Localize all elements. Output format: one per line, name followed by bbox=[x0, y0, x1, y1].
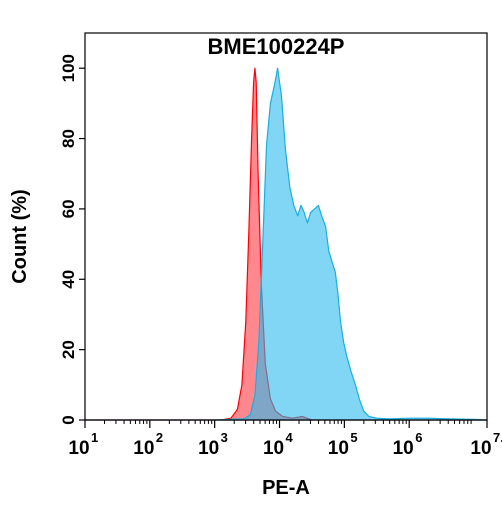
x-tick-exponent: 5 bbox=[350, 430, 357, 445]
x-tick-label: 10 bbox=[328, 438, 349, 459]
x-tick-label: 10 bbox=[470, 438, 491, 459]
y-tick-label: 60 bbox=[59, 199, 78, 218]
histogram-series-2 bbox=[84, 67, 488, 421]
y-tick-label: 0 bbox=[59, 415, 78, 424]
x-tick-label: 10 bbox=[133, 438, 154, 459]
y-axis-label: Count (%) bbox=[9, 189, 31, 283]
x-tick-label: 10 bbox=[68, 438, 89, 459]
x-tick-exponent: 1 bbox=[91, 430, 98, 445]
x-tick-exponent: 2 bbox=[156, 430, 163, 445]
y-tick-label: 20 bbox=[59, 340, 78, 359]
x-tick-label: 10 bbox=[263, 438, 284, 459]
plot-area bbox=[84, 67, 488, 421]
x-tick-exponent: 7.2 bbox=[493, 430, 502, 445]
x-tick-exponent: 4 bbox=[286, 430, 294, 445]
x-tick-label: 10 bbox=[393, 438, 414, 459]
x-axis-label: PE-A bbox=[262, 477, 310, 499]
y-tick-label: 40 bbox=[59, 270, 78, 289]
chart-title: BME100224P bbox=[208, 34, 345, 59]
y-tick-label: 100 bbox=[59, 54, 78, 82]
x-tick-exponent: 6 bbox=[415, 430, 422, 445]
y-tick-label: 80 bbox=[59, 129, 78, 148]
x-tick-exponent: 3 bbox=[221, 430, 228, 445]
x-tick-label: 10 bbox=[198, 438, 219, 459]
plot-frame bbox=[84, 32, 488, 421]
y-axis-ticks: 0 20 40 60 80 100 bbox=[59, 54, 85, 425]
